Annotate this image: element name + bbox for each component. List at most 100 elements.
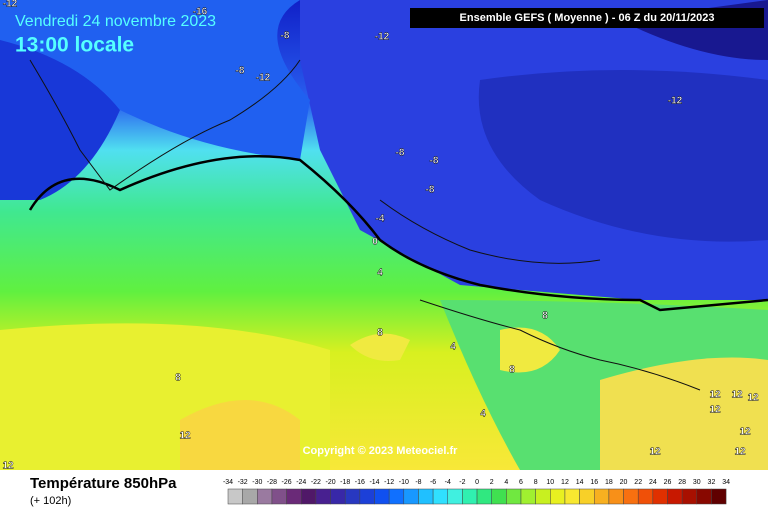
scale-swatch — [227, 488, 243, 505]
scale-label: 8 — [534, 479, 538, 486]
scale-swatch — [594, 488, 610, 505]
run-box — [410, 8, 764, 28]
contour-label: 4 — [377, 268, 383, 279]
contour-label: -8 — [236, 66, 245, 77]
contour-label: -12 — [3, 0, 18, 10]
scale-swatch — [359, 488, 375, 505]
contour-label: 12 — [649, 447, 661, 458]
contour-labels: -12 -16 -8 -12 -8 -12 -12 -8 -8 -8 -4 0 4 8 8 8 8 4 12 12 12… — [2, 0, 759, 472]
coastline — [29, 59, 701, 391]
scale-swatch — [476, 488, 492, 505]
warm-patch — [350, 333, 410, 361]
contour-label: 12 — [2, 461, 14, 472]
scale-label: -30 — [252, 479, 262, 486]
scale-label: -16 — [355, 479, 365, 486]
contour-label: -8 — [281, 31, 290, 42]
scale-swatch — [462, 488, 478, 505]
contour-label: 12 — [731, 390, 743, 401]
scale-swatch — [564, 488, 580, 505]
scale-label: 2 — [490, 479, 494, 486]
scale-label: -34 — [223, 479, 233, 486]
contour-label: -12 — [375, 32, 390, 43]
scale-label: 4 — [504, 479, 508, 486]
scale-swatch — [418, 488, 434, 505]
scale-label: 6 — [519, 479, 523, 486]
scale-label: -20 — [325, 479, 335, 486]
scale-label: -24 — [296, 479, 306, 486]
contour-label: 4 — [480, 409, 486, 420]
scale-swatch — [667, 488, 683, 505]
contour-label: -8 — [396, 148, 405, 159]
contour-label: 8 — [509, 365, 515, 376]
scale-swatch — [637, 488, 654, 505]
contour-label: -8 — [430, 156, 439, 167]
contour-label: 12 — [739, 427, 751, 438]
scale-label: -12 — [384, 479, 394, 486]
scale-label: -32 — [238, 479, 248, 486]
scale-swatch — [506, 488, 522, 505]
scale-label: 22 — [634, 479, 642, 486]
scale-swatch — [388, 488, 405, 505]
scale-swatch — [242, 488, 258, 505]
contour-label: -12 — [668, 96, 683, 107]
scale-swatch — [330, 488, 346, 505]
scale-swatch — [271, 488, 287, 505]
scale-label: -28 — [267, 479, 277, 486]
scale-label: -4 — [445, 479, 451, 486]
scale-label: -6 — [430, 479, 436, 486]
color-scale: -34 -32 -30 -28 -26 -24 -22 -20 -18 -16 -14 -12 -10-… — [223, 479, 730, 505]
scale-swatch — [608, 488, 624, 505]
legend-title: Température 850hPa — [30, 475, 177, 492]
contour-label: 12 — [709, 390, 721, 401]
warm-patch — [500, 327, 560, 373]
scale-swatch — [374, 488, 390, 505]
scale-label: 26 — [664, 479, 672, 486]
scale-label: 18 — [605, 479, 613, 486]
scale-swatch — [286, 488, 302, 505]
scale-swatch — [652, 488, 668, 505]
scale-label: 28 — [678, 479, 686, 486]
scale-swatch — [432, 488, 449, 505]
scale-label: -26 — [282, 479, 292, 486]
scale-swatch — [535, 488, 551, 505]
contour-label: 8 — [542, 311, 548, 322]
contour-label: -16 — [193, 7, 208, 18]
scale-label: -14 — [369, 479, 379, 486]
scale-label: 14 — [576, 479, 584, 486]
scale-swatch — [315, 488, 331, 505]
contour-label: 12 — [179, 431, 191, 442]
scale-swatch — [344, 488, 361, 505]
scale-swatch — [491, 488, 507, 505]
cold-region — [0, 0, 310, 160]
scale-swatch — [447, 488, 463, 505]
legend-subtitle: (+ 102h) — [30, 495, 71, 507]
contour-label: -4 — [376, 214, 385, 225]
copyright: Copyright © 2023 Meteociel.fr — [303, 445, 459, 457]
date-title: Vendredi 24 novembre 2023 — [15, 13, 216, 30]
contour-label: 12 — [709, 405, 721, 416]
warm-region — [600, 357, 768, 470]
scale-swatch — [550, 488, 566, 505]
contour-label: 4 — [450, 342, 456, 353]
scale-swatch — [257, 488, 273, 505]
contour-label: -12 — [256, 73, 271, 84]
scale-swatch — [681, 488, 698, 505]
scale-label: 34 — [722, 479, 730, 486]
scale-label: 32 — [708, 479, 716, 486]
warm-region — [180, 400, 300, 470]
scale-swatch — [696, 488, 712, 505]
scale-swatch — [711, 488, 727, 505]
scale-label: 24 — [649, 479, 657, 486]
scale-label: 20 — [620, 479, 628, 486]
scale-label: 12 — [561, 479, 569, 486]
zero-isotherm — [28, 155, 768, 312]
scale-swatch — [579, 488, 595, 505]
contour-label: 12 — [747, 393, 759, 404]
scale-label: 10 — [546, 479, 554, 486]
scale-swatch — [520, 488, 536, 505]
scale-label: -22 — [311, 479, 321, 486]
scale-label: -2 — [459, 479, 465, 486]
scale-label: -10 — [399, 479, 409, 486]
